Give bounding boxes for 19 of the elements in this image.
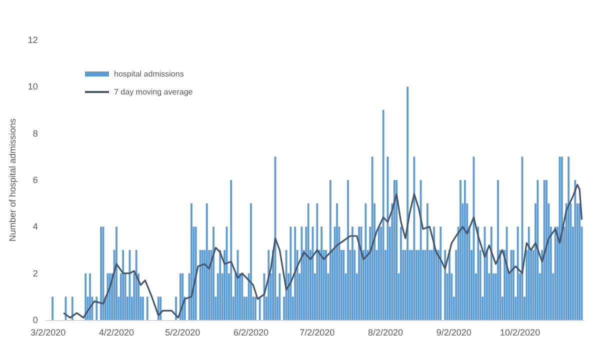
- x-tick-label: 5/2/2020: [165, 328, 200, 338]
- x-tick-label: 6/2/2020: [233, 328, 269, 338]
- x-tick-label: 3/2/2020: [30, 328, 66, 338]
- y-tick-label: 0: [32, 315, 38, 325]
- x-tick-label: 9/2/2020: [436, 328, 472, 338]
- legend-label: 7 day moving average: [114, 88, 194, 96]
- y-tick-label: 6: [32, 175, 38, 185]
- x-tick-label: 7/2/2020: [300, 328, 335, 338]
- x-tick-label: 4/2/2020: [98, 328, 134, 338]
- y-tick-label: 10: [28, 82, 38, 92]
- y-tick-label: 4: [32, 222, 38, 232]
- x-tick-label: 10/2/2020: [500, 328, 540, 338]
- y-tick-label: 12: [28, 35, 38, 45]
- line-series: [62, 184, 583, 318]
- y-axis-title: Number of hospital admissions: [8, 118, 18, 242]
- y-tick-label: 2: [32, 268, 38, 278]
- legend-label: hospital admissions: [114, 70, 184, 78]
- x-tick-label: 8/2/2020: [368, 328, 404, 338]
- y-tick-label: 8: [32, 128, 38, 138]
